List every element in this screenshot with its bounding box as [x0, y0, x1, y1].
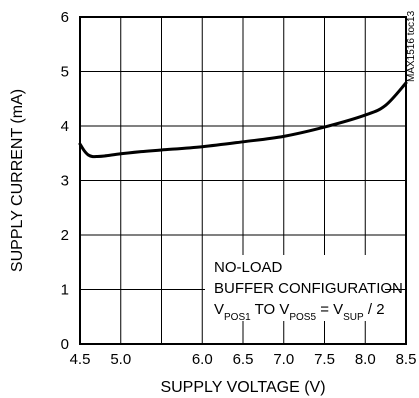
x-tick-label: 7.5 — [314, 351, 335, 368]
x-tick-label: 8.0 — [355, 351, 376, 368]
y-tick-label: 5 — [61, 64, 69, 81]
x-tick-label: 7.0 — [273, 351, 294, 368]
series-layer — [78, 81, 408, 159]
y-tick-label: 2 — [61, 227, 69, 244]
tick-layer: 4.5 5.0 6.0 6.5 7.0 7.5 8.0 8.5 0 1 2 3 4 5 6 — [61, 9, 417, 368]
x-axis-label: SUPPLY VOLTAGE (V) — [160, 379, 325, 396]
plot-frame — [79, 16, 407, 345]
annotation-background — [205, 255, 385, 321]
x-tick-label: 6.5 — [233, 351, 254, 368]
y-axis-label: SUPPLY CURRENT (mA) — [9, 89, 26, 272]
supply-current-line — [78, 81, 408, 159]
y-tick-label: 1 — [61, 282, 69, 299]
annotation-line-1: NO-LOAD — [214, 259, 283, 276]
x-tick-label: 6.0 — [192, 351, 213, 368]
y-tick-label: 4 — [61, 118, 69, 135]
grid-layer — [80, 17, 406, 344]
x-tick-label: 8.5 — [396, 351, 417, 368]
annotation-layer: NO-LOAD BUFFER CONFIGURATION VPOS1 TO VP… — [205, 255, 403, 323]
x-tick-label: 4.5 — [70, 351, 91, 368]
annotation-line-3: VPOS1 TO VPOS5 = VSUP / 2 — [214, 301, 385, 323]
watermark-label: MAX1516 toc13 — [406, 10, 417, 82]
x-tick-label: 5.0 — [110, 351, 131, 368]
y-tick-label: 6 — [61, 9, 69, 26]
y-tick-label: 0 — [61, 336, 69, 353]
annotation-line-2: BUFFER CONFIGURATION — [214, 280, 403, 297]
y-tick-label: 3 — [61, 173, 69, 190]
